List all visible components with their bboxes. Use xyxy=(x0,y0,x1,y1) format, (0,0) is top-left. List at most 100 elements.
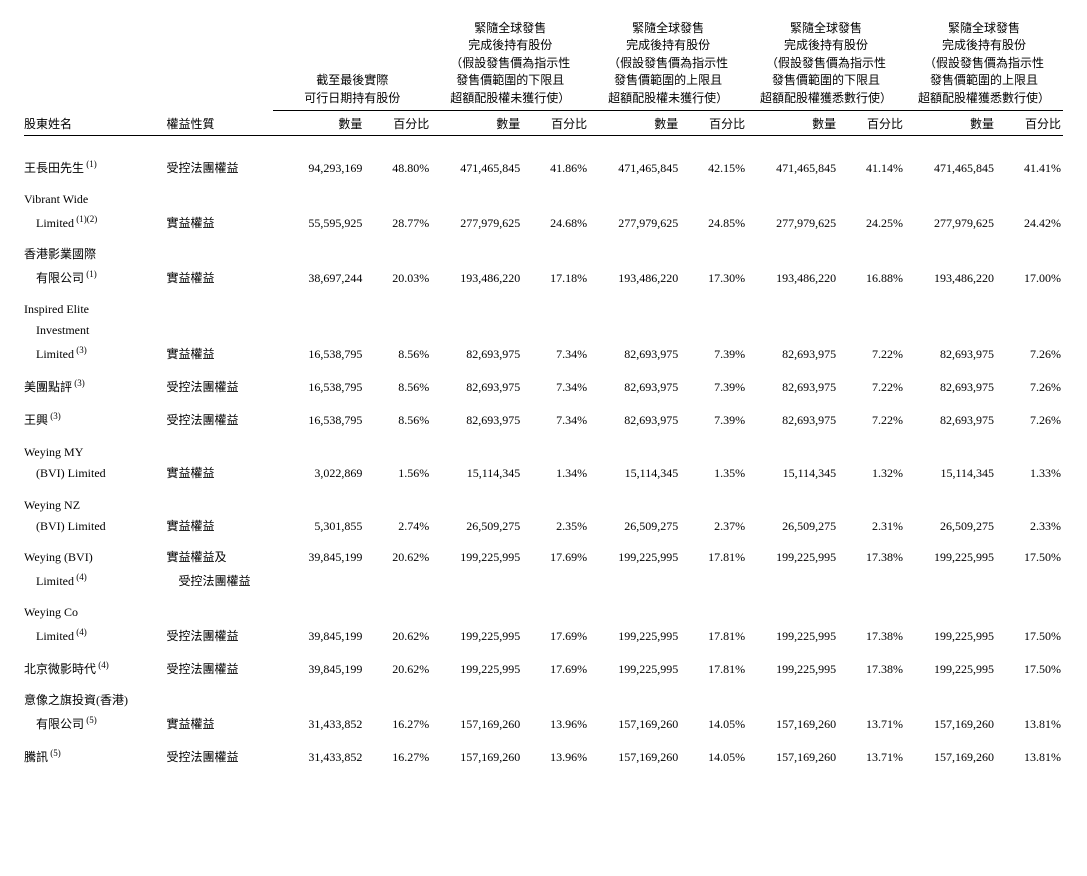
interest-type xyxy=(166,177,273,208)
pct-cell: 28.77% xyxy=(362,209,431,232)
qty-cell xyxy=(747,318,836,339)
pct-cell: 17.81% xyxy=(678,535,747,566)
qty-cell xyxy=(273,590,362,621)
qty-cell: 157,169,260 xyxy=(905,710,994,733)
pct-cell xyxy=(678,177,747,208)
qty-cell xyxy=(905,318,994,339)
qty-cell xyxy=(589,567,678,590)
pct-cell: 17.50% xyxy=(994,535,1063,566)
qty-cell xyxy=(747,430,836,461)
pct-cell xyxy=(836,318,905,339)
shareholder-name: Weying NZ xyxy=(24,483,166,514)
pct-cell: 7.22% xyxy=(836,340,905,363)
qty-cell: 31,433,852 xyxy=(273,710,362,733)
pct-cell xyxy=(678,483,747,514)
pct-cell xyxy=(678,430,747,461)
qty-cell xyxy=(905,177,994,208)
qty-cell: 199,225,995 xyxy=(905,645,994,678)
pct-cell: 17.18% xyxy=(520,264,589,287)
table-row: Limited (4)受控法團權益39,845,19920.62%199,225… xyxy=(24,622,1063,645)
pct-cell xyxy=(836,287,905,318)
pct-cell: 7.39% xyxy=(678,340,747,363)
qty-cell: 16,538,795 xyxy=(273,340,362,363)
pct-cell xyxy=(678,567,747,590)
pct-cell: 17.38% xyxy=(836,535,905,566)
interest-type: 實益權益及 xyxy=(166,535,273,566)
pct-cell: 24.42% xyxy=(994,209,1063,232)
qty-cell: 82,693,975 xyxy=(747,363,836,396)
table-row: Investment xyxy=(24,318,1063,339)
pct-cell xyxy=(520,567,589,590)
shareholder-name: (BVI) Limited xyxy=(24,461,166,482)
qty-cell xyxy=(747,232,836,263)
pct-cell: 17.69% xyxy=(520,535,589,566)
shareholder-name: 有限公司 (1) xyxy=(24,264,166,287)
qty-cell xyxy=(589,590,678,621)
pct-cell: 41.14% xyxy=(836,144,905,177)
pct-column-header: 百分比 xyxy=(520,110,589,135)
shareholder-name: Weying MY xyxy=(24,430,166,461)
pct-cell: 7.34% xyxy=(520,396,589,429)
name-column-header: 股東姓名 xyxy=(24,110,166,135)
interest-type: 受控法團權益 xyxy=(166,567,273,590)
table-row: 有限公司 (5)實益權益31,433,85216.27%157,169,2601… xyxy=(24,710,1063,733)
qty-cell xyxy=(905,430,994,461)
qty-cell: 15,114,345 xyxy=(905,461,994,482)
qty-cell xyxy=(273,177,362,208)
pct-cell: 8.56% xyxy=(362,340,431,363)
qty-cell: 82,693,975 xyxy=(747,340,836,363)
pct-column-header: 百分比 xyxy=(994,110,1063,135)
pct-column-header: 百分比 xyxy=(678,110,747,135)
shareholder-name: 美團點評 (3) xyxy=(24,363,166,396)
qty-cell xyxy=(747,483,836,514)
qty-cell xyxy=(747,590,836,621)
qty-column-header: 數量 xyxy=(431,110,520,135)
qty-cell: 277,979,625 xyxy=(589,209,678,232)
footnote-ref: (1) xyxy=(84,269,97,279)
qty-cell: 82,693,975 xyxy=(589,363,678,396)
pct-cell xyxy=(678,678,747,709)
qty-cell xyxy=(431,318,520,339)
qty-cell: 157,169,260 xyxy=(905,733,994,766)
qty-cell xyxy=(747,567,836,590)
qty-cell: 277,979,625 xyxy=(905,209,994,232)
qty-cell: 94,293,169 xyxy=(273,144,362,177)
pct-cell: 17.81% xyxy=(678,645,747,678)
interest-type: 實益權益 xyxy=(166,209,273,232)
qty-cell: 15,114,345 xyxy=(589,461,678,482)
qty-cell xyxy=(431,567,520,590)
interest-type: 受控法團權益 xyxy=(166,733,273,766)
qty-cell: 16,538,795 xyxy=(273,363,362,396)
qty-cell: 193,486,220 xyxy=(747,264,836,287)
pct-cell: 41.86% xyxy=(520,144,589,177)
interest-type xyxy=(166,430,273,461)
shareholder-name: Weying Co xyxy=(24,590,166,621)
qty-column-header: 數量 xyxy=(905,110,994,135)
pct-cell: 13.96% xyxy=(520,733,589,766)
header-line: （假設發售價為指示性 xyxy=(747,55,905,72)
pct-cell: 17.38% xyxy=(836,645,905,678)
interest-type: 受控法團權益 xyxy=(166,144,273,177)
interest-type: 受控法團權益 xyxy=(166,396,273,429)
interest-type xyxy=(166,318,273,339)
qty-cell: 199,225,995 xyxy=(431,622,520,645)
qty-cell xyxy=(905,678,994,709)
interest-type xyxy=(166,483,273,514)
pct-cell: 1.56% xyxy=(362,461,431,482)
footnote-ref: (1)(2) xyxy=(74,214,97,224)
header-line: 完成後持有股份 xyxy=(589,37,747,54)
pct-cell xyxy=(362,567,431,590)
table-row: 王長田先生 (1)受控法團權益94,293,16948.80%471,465,8… xyxy=(24,144,1063,177)
qty-cell: 199,225,995 xyxy=(589,645,678,678)
qty-cell xyxy=(431,287,520,318)
qty-cell xyxy=(273,483,362,514)
pct-column-header: 百分比 xyxy=(836,110,905,135)
pct-cell: 7.39% xyxy=(678,363,747,396)
qty-cell: 199,225,995 xyxy=(905,535,994,566)
pct-cell: 42.15% xyxy=(678,144,747,177)
shareholder-name: 意像之旗投資(香港) xyxy=(24,678,166,709)
shareholder-name: 北京微影時代 (4) xyxy=(24,645,166,678)
header-line: （假設發售價為指示性 xyxy=(431,55,589,72)
table-row: Weying Co xyxy=(24,590,1063,621)
footnote-ref: (5) xyxy=(84,715,97,725)
